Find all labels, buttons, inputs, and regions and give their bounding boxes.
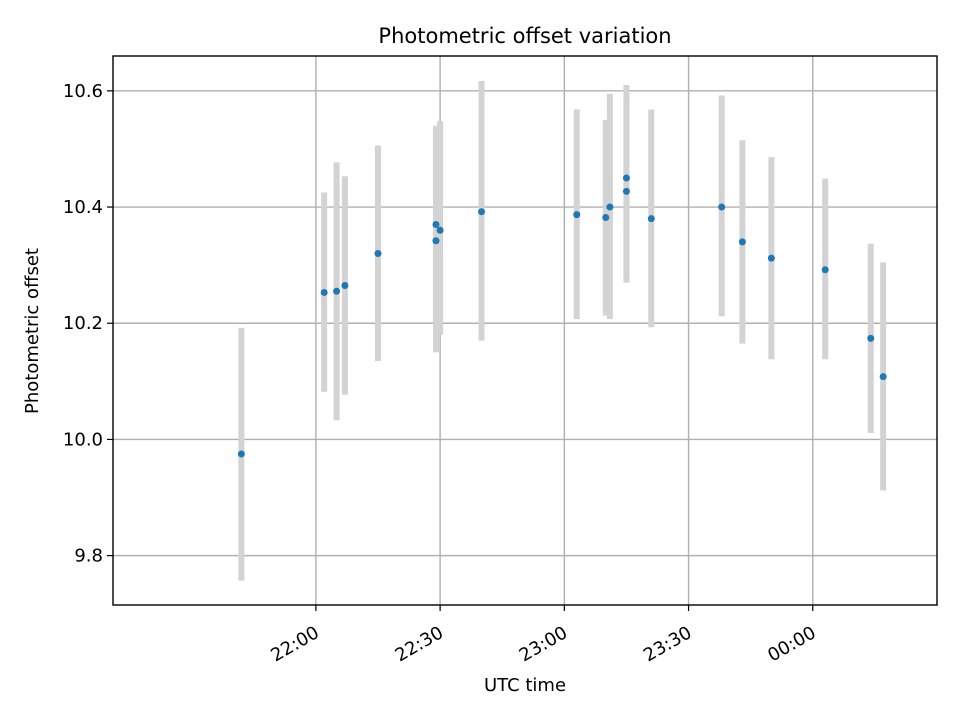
data-point-0 xyxy=(237,450,245,458)
data-point-17 xyxy=(767,254,775,262)
x-tick-label-1: 22:30 xyxy=(392,622,447,666)
y-tick-label-1: 10.0 xyxy=(63,429,103,450)
data-point-18 xyxy=(821,266,829,274)
grid-lines xyxy=(113,56,937,605)
y-axis-label: Photometric offset xyxy=(22,248,43,414)
data-point-4 xyxy=(374,250,382,258)
data-point-3 xyxy=(341,281,349,289)
data-point-13 xyxy=(622,174,630,182)
data-point-16 xyxy=(738,238,746,246)
error-bars xyxy=(238,80,887,581)
x-tick-label-3: 23:30 xyxy=(640,622,695,666)
data-point-5 xyxy=(432,237,440,245)
x-tick-label-0: 22:00 xyxy=(267,622,322,666)
data-point-1 xyxy=(320,288,328,296)
data-point-11 xyxy=(606,203,614,211)
chart-title: Photometric offset variation xyxy=(378,24,671,48)
x-tick-label-4: 00:00 xyxy=(764,622,819,666)
y-tick-label-0: 9.8 xyxy=(74,546,103,567)
x-axis-label: UTC time xyxy=(484,675,566,696)
y-tick-label-4: 10.6 xyxy=(63,81,103,102)
data-point-15 xyxy=(718,203,726,211)
y-tick-label-3: 10.4 xyxy=(63,197,103,218)
data-point-8 xyxy=(478,208,486,216)
data-point-6 xyxy=(432,220,440,228)
data-point-19 xyxy=(867,334,875,342)
data-point-10 xyxy=(602,214,610,222)
data-point-12 xyxy=(622,187,630,195)
data-point-20 xyxy=(879,373,887,381)
y-tick-label-2: 10.2 xyxy=(63,313,103,334)
plot-frame xyxy=(112,55,938,606)
x-tick-label-2: 23:00 xyxy=(516,622,571,666)
data-point-9 xyxy=(573,211,581,219)
data-points xyxy=(237,174,887,458)
data-point-7 xyxy=(436,226,444,234)
data-point-2 xyxy=(333,287,341,295)
data-point-14 xyxy=(647,215,655,223)
